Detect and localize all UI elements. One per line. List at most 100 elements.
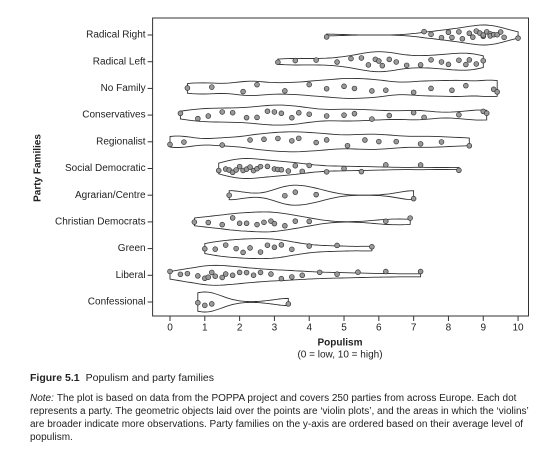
point [313, 139, 319, 146]
caption-label: Figure 5.1 [30, 372, 80, 384]
point [417, 141, 424, 147]
point [257, 269, 264, 276]
point [167, 268, 173, 275]
point [299, 272, 306, 279]
point [428, 31, 434, 38]
point [264, 108, 271, 114]
point [417, 162, 424, 168]
point [289, 246, 295, 253]
point [184, 85, 191, 91]
point [167, 141, 173, 148]
point [313, 191, 319, 198]
point [177, 110, 184, 117]
x-axis-label: Populism [317, 338, 362, 349]
point [261, 219, 267, 226]
point [456, 112, 462, 118]
violin [186, 77, 498, 99]
point [515, 35, 521, 41]
point [236, 163, 243, 170]
point [195, 299, 201, 306]
point [466, 30, 473, 37]
point [470, 34, 476, 40]
point [407, 215, 413, 221]
point [362, 137, 368, 143]
point [473, 61, 480, 67]
point [410, 109, 417, 116]
point [247, 137, 253, 143]
point [358, 55, 365, 61]
point [209, 269, 215, 276]
point [240, 249, 246, 256]
point [386, 112, 393, 119]
plot-frame [152, 17, 529, 317]
point [292, 162, 299, 169]
point [296, 110, 302, 116]
point [383, 162, 389, 168]
point [254, 221, 260, 228]
point [233, 245, 239, 252]
note-text: The plot is based on data from the POPPA… [30, 393, 529, 443]
point [323, 169, 330, 175]
point [292, 57, 299, 64]
point [341, 112, 347, 118]
violin [204, 238, 373, 260]
point [271, 220, 278, 227]
point [445, 29, 452, 35]
point [247, 164, 253, 170]
x-tick-label: 9 [480, 323, 486, 334]
point [212, 273, 219, 279]
point [313, 57, 319, 63]
point [240, 88, 246, 95]
y-tick-label: Social Democratic [65, 163, 146, 174]
point [278, 242, 285, 248]
point [445, 61, 452, 68]
violin [179, 104, 488, 126]
point [348, 55, 354, 62]
point [271, 244, 278, 251]
point [254, 81, 260, 88]
point [369, 244, 375, 250]
point [278, 275, 285, 282]
point [410, 89, 417, 96]
point [351, 110, 358, 117]
point [403, 62, 410, 69]
point [205, 219, 212, 226]
point [195, 115, 201, 122]
point [229, 215, 236, 221]
point [229, 272, 236, 279]
point [264, 163, 271, 170]
point [365, 62, 372, 68]
x-tick-label: 1 [202, 323, 208, 334]
note-label: Note: [30, 393, 54, 404]
point [261, 136, 267, 143]
point [282, 88, 288, 94]
point [209, 84, 215, 90]
x-tick-label: 3 [272, 323, 278, 334]
point [202, 246, 208, 252]
point [323, 137, 330, 143]
point [334, 59, 340, 65]
point [334, 271, 340, 277]
x-tick-label: 4 [306, 323, 312, 334]
y-tick-label: Agrarian/Centre [75, 190, 146, 201]
x-tick-label: 8 [446, 323, 452, 334]
caption: Figure 5.1 Populism and party families [30, 372, 214, 384]
point [438, 34, 445, 41]
point [306, 218, 312, 225]
point [417, 268, 424, 275]
violin [193, 211, 411, 233]
point [344, 142, 351, 149]
point [355, 269, 361, 275]
point [428, 57, 434, 63]
point [459, 36, 466, 42]
y-tick-label: Conservatives [82, 110, 145, 121]
point [299, 168, 306, 175]
point [181, 139, 187, 145]
point [393, 59, 399, 65]
point [351, 85, 358, 92]
y-tick-label: Regionalist [96, 136, 146, 147]
point [257, 249, 264, 255]
point [275, 135, 281, 142]
point [316, 269, 323, 276]
point [236, 220, 243, 227]
